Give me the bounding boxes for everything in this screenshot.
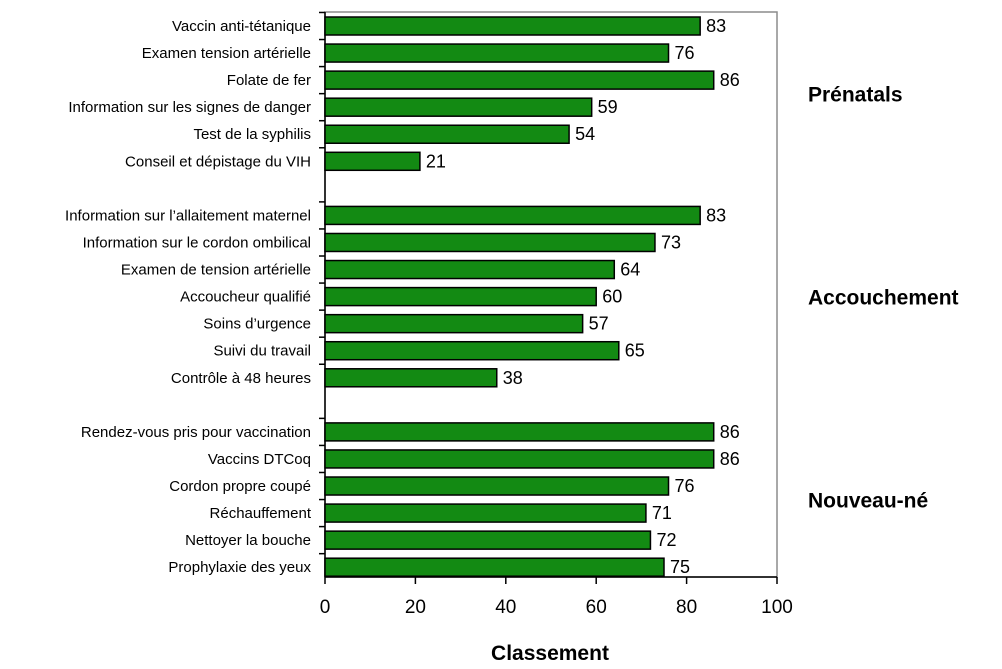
data-label: 83 bbox=[706, 16, 726, 36]
category-label: Cordon propre coupé bbox=[169, 478, 311, 495]
x-axis-title: Classement bbox=[491, 642, 609, 665]
bar bbox=[324, 16, 701, 36]
category-label: Nettoyer la bouche bbox=[185, 532, 311, 549]
data-label: 64 bbox=[620, 260, 640, 280]
category-label: Folate de fer bbox=[227, 72, 311, 89]
data-label: 86 bbox=[720, 422, 740, 442]
category-label: Examen tension artérielle bbox=[142, 45, 311, 62]
data-label: 21 bbox=[426, 151, 446, 171]
x-tick-label: 0 bbox=[320, 597, 331, 618]
data-label: 65 bbox=[625, 341, 645, 361]
category-label: Information sur les signes de danger bbox=[68, 99, 311, 116]
category-label: Conseil et dépistage du VIH bbox=[125, 153, 311, 170]
category-label: Soins d’urgence bbox=[203, 316, 311, 333]
data-label: 86 bbox=[720, 449, 740, 469]
bar bbox=[324, 124, 570, 144]
category-label: Vaccins DTCoq bbox=[208, 451, 311, 468]
category-label: Réchauffement bbox=[210, 505, 312, 522]
data-label: 71 bbox=[652, 503, 672, 523]
category-label: Suivi du travail bbox=[213, 343, 311, 360]
data-label: 57 bbox=[589, 314, 609, 334]
data-label: 76 bbox=[675, 43, 695, 63]
data-label: 72 bbox=[656, 530, 676, 550]
data-label: 54 bbox=[575, 124, 595, 144]
data-label: 75 bbox=[670, 557, 690, 577]
data-label: 38 bbox=[503, 368, 523, 388]
data-label: 60 bbox=[602, 287, 622, 307]
x-tick-label: 100 bbox=[761, 597, 793, 618]
bar bbox=[324, 503, 647, 523]
category-label: Information sur l’allaitement maternel bbox=[65, 207, 311, 224]
data-label: 86 bbox=[720, 70, 740, 90]
data-label: 73 bbox=[661, 232, 681, 252]
category-label: Information sur le cordon ombilical bbox=[83, 234, 311, 251]
x-tick-label: 40 bbox=[495, 597, 516, 618]
bar bbox=[324, 259, 616, 280]
bar bbox=[324, 476, 670, 496]
category-label: Prophylaxie des yeux bbox=[168, 559, 311, 576]
bar bbox=[324, 557, 665, 577]
group-label: Prénatals bbox=[808, 84, 903, 107]
x-tick-label: 80 bbox=[676, 597, 697, 618]
bar bbox=[324, 286, 597, 307]
bar bbox=[324, 43, 670, 63]
category-label: Test de la syphilis bbox=[193, 126, 311, 143]
bar bbox=[324, 530, 652, 550]
bar bbox=[324, 70, 715, 90]
data-label: 76 bbox=[675, 476, 695, 496]
bar bbox=[324, 422, 715, 442]
category-label: Contrôle à 48 heures bbox=[171, 370, 311, 387]
group-label: Nouveau-né bbox=[808, 490, 928, 513]
group-label: Accouchement bbox=[808, 287, 959, 310]
category-label: Rendez-vous pris pour vaccination bbox=[81, 424, 311, 441]
category-label: Examen de tension artérielle bbox=[121, 262, 311, 279]
bar bbox=[324, 151, 421, 172]
category-label: Accoucheur qualifié bbox=[180, 289, 311, 306]
bar bbox=[324, 449, 715, 469]
bar bbox=[324, 205, 701, 226]
bar bbox=[324, 368, 498, 388]
bar bbox=[324, 313, 584, 334]
x-tick-label: 60 bbox=[586, 597, 607, 618]
bar bbox=[324, 232, 656, 253]
bar bbox=[324, 97, 593, 117]
data-label: 83 bbox=[706, 205, 726, 225]
category-label: Vaccin anti-tétanique bbox=[172, 18, 311, 35]
x-tick-label: 20 bbox=[405, 597, 426, 618]
bar bbox=[324, 340, 620, 361]
data-label: 59 bbox=[598, 97, 618, 117]
